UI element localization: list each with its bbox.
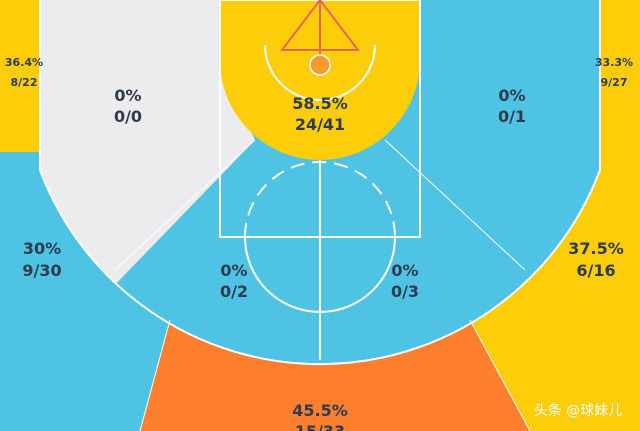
zone-ratio: 0/1: [498, 107, 526, 126]
zone-left-corner: [0, 0, 40, 152]
zone-paint: [220, 0, 420, 160]
zone-pct: 0%: [220, 261, 247, 280]
zone-ratio: 0/0: [114, 107, 142, 126]
zone-ratio: 15/33: [295, 422, 345, 431]
zone-pct: 0%: [391, 261, 418, 280]
zone-pct: 36.4%: [5, 56, 43, 69]
zone-right-corner: [600, 0, 640, 152]
zone-pct: 0%: [114, 86, 141, 105]
zone-pct: 33.3%: [595, 56, 633, 69]
zone-pct: 0%: [498, 86, 525, 105]
zone-pct: 30%: [23, 239, 61, 258]
zone-pct: 45.5%: [292, 401, 348, 420]
zone-ratio: 0/3: [391, 282, 419, 301]
zone-ratio: 6/16: [576, 261, 615, 280]
zone-pct: 58.5%: [292, 94, 348, 113]
watermark: 头条 @球妹儿: [534, 402, 622, 419]
zone-ratio: 9/30: [22, 261, 61, 280]
zone-left-mid: [40, 0, 255, 290]
zone-ratio: 24/41: [295, 115, 345, 134]
zone-pct: 37.5%: [568, 239, 624, 258]
basket: [279, 0, 361, 76]
court-lines: [39, 0, 601, 431]
zone-ratio: 0/2: [220, 282, 248, 301]
zone-ratio: 8/22: [11, 76, 38, 89]
zone-ratio: 9/27: [601, 76, 628, 89]
